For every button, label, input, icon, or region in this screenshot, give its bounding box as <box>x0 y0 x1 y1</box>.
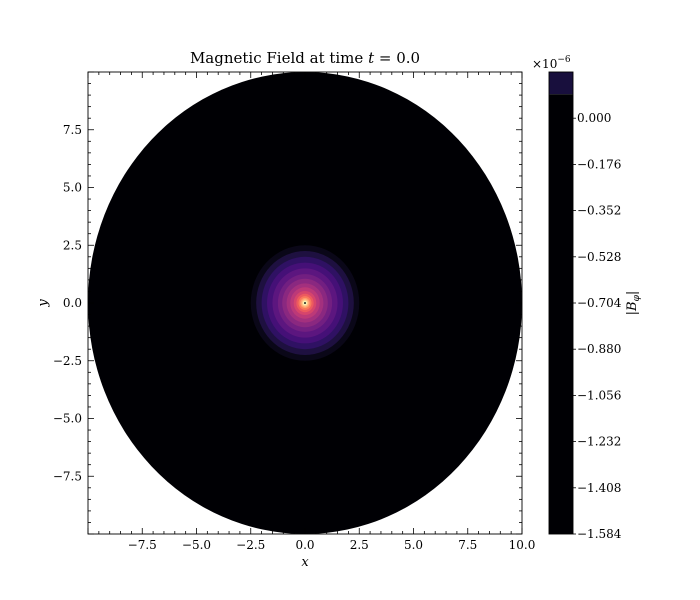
contour-ring-17 <box>304 302 306 304</box>
x-tick-label: 5.0 <box>404 538 423 552</box>
y-tick-label: 0.0 <box>63 296 82 310</box>
x-tick-label: −2.5 <box>236 538 265 552</box>
field-contours <box>88 72 522 534</box>
colorbar: 0.000 −0.176 −0.352 −0.528 −0.704 −0.880 −1.05… <box>532 55 642 541</box>
colorbar-fill <box>549 72 573 534</box>
y-tick-label: 5.0 <box>63 181 82 195</box>
colorbar-tick-label: −1.232 <box>577 435 621 449</box>
chart-title: Magnetic Field at time t = 0.0 <box>190 49 420 67</box>
colorbar-tick-label: −0.176 <box>577 157 621 171</box>
colorbar-multiplier-base: ×10 <box>532 57 557 71</box>
colorbar-tick-label: 0.000 <box>577 111 611 125</box>
y-tick-label: −5.0 <box>53 412 82 426</box>
title-var: t <box>368 49 375 67</box>
x-tick-label: 10.0 <box>509 538 536 552</box>
colorbar-tick-label: −0.704 <box>577 296 622 310</box>
colorbar-tick-label: −1.056 <box>577 388 621 402</box>
colorbar-tick-label: −1.408 <box>577 481 621 495</box>
colorbar-main-band <box>549 94 573 534</box>
x-tick-label: −5.0 <box>182 538 211 552</box>
colorbar-label-symbol: B <box>625 301 640 312</box>
plot-area: −7.5 −5.0 −2.5 0.0 2.5 5.0 7.5 10.0 7.5 5.0 2.5 0.… <box>53 71 536 552</box>
title-suffix: = 0.0 <box>374 49 420 67</box>
colorbar-ticks: 0.000 −0.176 −0.352 −0.528 −0.704 −0.880 −1.05… <box>573 111 622 541</box>
y-ticks: 7.5 5.0 2.5 0.0 −2.5 −5.0 −7.5 <box>53 71 522 535</box>
y-tick-label: −7.5 <box>53 469 82 483</box>
y-axis-label: y <box>36 299 51 308</box>
x-tick-label: 2.5 <box>350 538 369 552</box>
colorbar-top-band <box>549 72 573 95</box>
colorbar-tick-label: −1.584 <box>577 527 622 541</box>
plot-frame <box>87 71 523 535</box>
colorbar-label-subscript: φ <box>632 294 642 301</box>
x-tick-label: 0.0 <box>295 538 314 552</box>
x-tick-label: 7.5 <box>458 538 477 552</box>
colorbar-label: |Bφ| <box>625 291 642 316</box>
colorbar-tick-label: −0.352 <box>577 204 621 218</box>
y-tick-label: −2.5 <box>53 354 82 368</box>
x-tick-label: −7.5 <box>128 538 157 552</box>
colorbar-tick-label: −0.880 <box>577 342 621 356</box>
colorbar-multiplier: ×10−6 <box>532 55 571 71</box>
colorbar-tick-label: −0.528 <box>577 250 621 264</box>
colorbar-multiplier-exp: −6 <box>557 55 571 65</box>
y-tick-label: 2.5 <box>63 238 82 252</box>
title-prefix: Magnetic Field at time <box>190 49 368 67</box>
x-ticks: −7.5 −5.0 −2.5 0.0 2.5 5.0 7.5 10.0 <box>87 72 536 552</box>
x-axis-label: x <box>301 555 309 570</box>
y-tick-label: 7.5 <box>63 123 82 137</box>
colorbar-frame <box>548 71 574 535</box>
